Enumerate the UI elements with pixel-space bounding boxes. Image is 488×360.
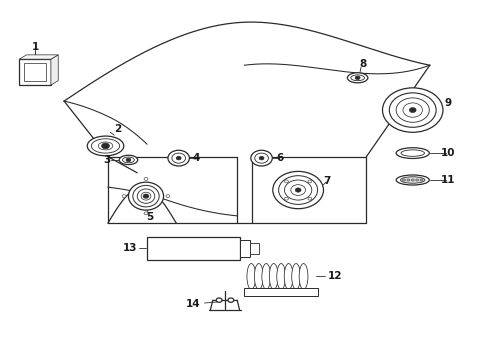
Circle shape	[227, 298, 233, 302]
Text: 4: 4	[192, 153, 199, 163]
Polygon shape	[19, 55, 58, 59]
Ellipse shape	[269, 264, 278, 289]
Circle shape	[406, 179, 409, 181]
Polygon shape	[51, 55, 58, 85]
Ellipse shape	[128, 182, 163, 210]
Ellipse shape	[400, 150, 424, 156]
Ellipse shape	[395, 175, 428, 185]
FancyBboxPatch shape	[244, 288, 317, 296]
Circle shape	[144, 177, 148, 180]
Circle shape	[167, 150, 189, 166]
Circle shape	[278, 176, 317, 204]
Ellipse shape	[137, 189, 155, 203]
Ellipse shape	[400, 177, 424, 183]
Ellipse shape	[291, 264, 300, 289]
Ellipse shape	[395, 148, 428, 158]
Circle shape	[402, 179, 405, 181]
Text: 7: 7	[323, 176, 330, 186]
Text: 5: 5	[146, 212, 153, 222]
Text: 6: 6	[276, 153, 283, 163]
FancyBboxPatch shape	[239, 240, 250, 257]
Circle shape	[126, 158, 131, 162]
Circle shape	[171, 153, 185, 163]
Circle shape	[295, 188, 301, 192]
Ellipse shape	[284, 264, 292, 289]
Ellipse shape	[346, 73, 367, 83]
Circle shape	[259, 156, 264, 160]
Ellipse shape	[299, 264, 307, 289]
Circle shape	[382, 88, 442, 132]
Ellipse shape	[350, 75, 364, 81]
Ellipse shape	[276, 264, 285, 289]
Circle shape	[254, 153, 268, 163]
Circle shape	[354, 76, 359, 80]
Ellipse shape	[246, 264, 255, 289]
Text: 12: 12	[327, 271, 342, 282]
Ellipse shape	[133, 185, 159, 207]
FancyBboxPatch shape	[250, 243, 259, 254]
Circle shape	[290, 185, 305, 195]
Circle shape	[408, 108, 415, 113]
Ellipse shape	[254, 264, 263, 289]
Ellipse shape	[122, 157, 134, 163]
Text: 11: 11	[440, 175, 454, 185]
Text: 10: 10	[440, 148, 454, 158]
Circle shape	[284, 180, 288, 183]
Circle shape	[216, 298, 222, 302]
Circle shape	[284, 197, 288, 200]
FancyBboxPatch shape	[19, 59, 51, 85]
Circle shape	[419, 179, 422, 181]
Text: 9: 9	[444, 98, 450, 108]
FancyBboxPatch shape	[24, 63, 46, 81]
Circle shape	[410, 179, 413, 181]
Text: 2: 2	[114, 124, 121, 134]
Circle shape	[122, 195, 126, 198]
Circle shape	[176, 156, 181, 160]
Circle shape	[284, 180, 311, 200]
Text: 14: 14	[185, 299, 200, 309]
Circle shape	[307, 180, 311, 183]
Circle shape	[388, 93, 435, 127]
Ellipse shape	[141, 192, 151, 200]
Ellipse shape	[98, 142, 113, 150]
Circle shape	[102, 143, 109, 149]
Ellipse shape	[87, 136, 123, 156]
Circle shape	[272, 171, 323, 209]
FancyBboxPatch shape	[147, 237, 239, 260]
Ellipse shape	[261, 264, 270, 289]
Text: 13: 13	[122, 243, 137, 253]
Circle shape	[143, 194, 149, 198]
Circle shape	[402, 103, 422, 117]
Text: 1: 1	[31, 42, 39, 51]
Circle shape	[395, 98, 428, 122]
Circle shape	[307, 197, 311, 200]
Text: 3: 3	[102, 155, 110, 165]
Circle shape	[250, 150, 272, 166]
Ellipse shape	[91, 139, 120, 153]
Ellipse shape	[119, 155, 138, 165]
Circle shape	[144, 212, 148, 215]
Circle shape	[165, 195, 169, 198]
Circle shape	[415, 179, 418, 181]
Text: 8: 8	[358, 59, 366, 69]
